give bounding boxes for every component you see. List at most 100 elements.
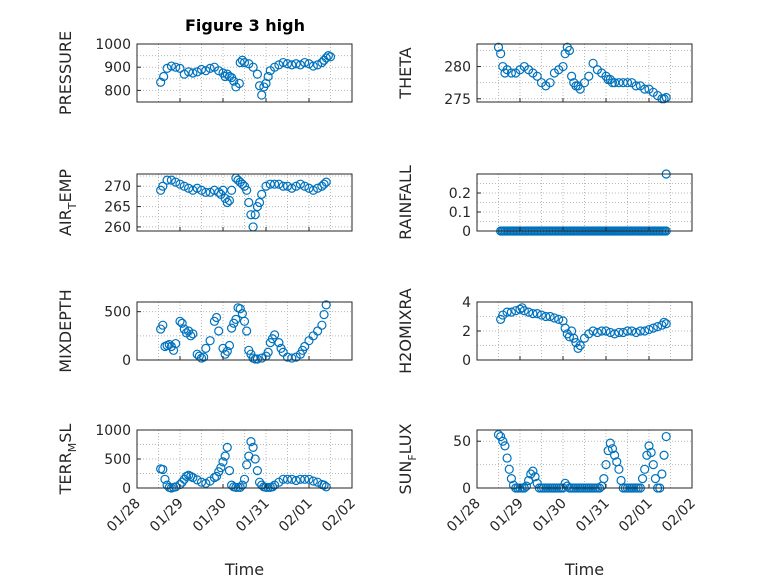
- data-point: [282, 352, 293, 362]
- data-point: [220, 349, 230, 359]
- y-tick-label: 1000: [95, 37, 131, 53]
- data-point: [270, 330, 280, 340]
- data-point: [201, 343, 211, 353]
- data-point: [646, 447, 656, 458]
- data-point: [192, 67, 202, 77]
- data-point: [321, 482, 331, 492]
- data-point: [313, 60, 323, 70]
- data-point: [246, 437, 256, 447]
- data-point: [528, 466, 538, 476]
- data-point: [313, 183, 323, 193]
- data-point: [158, 320, 168, 330]
- x-tick-label: 02/01: [616, 496, 656, 536]
- data-point: [323, 50, 333, 61]
- y-tick-label: 0.1: [449, 205, 471, 221]
- data-point: [609, 329, 620, 339]
- data-point: [575, 84, 585, 94]
- data-point: [287, 183, 297, 193]
- data-point: [237, 480, 247, 490]
- panel-theta: 275 280 THETA: [396, 42, 693, 108]
- data-point: [659, 450, 669, 460]
- data-point: [244, 197, 254, 208]
- data-point: [308, 61, 318, 71]
- data-point: [657, 469, 667, 479]
- data-point: [517, 303, 527, 313]
- data-point: [640, 84, 650, 94]
- data-point: [254, 197, 265, 208]
- data-point: [554, 314, 564, 324]
- data-point: [235, 57, 245, 68]
- data-point: [242, 460, 252, 470]
- data-point: [214, 187, 224, 197]
- data-point: [496, 314, 506, 324]
- data-point: [661, 319, 671, 329]
- data-point: [175, 316, 185, 326]
- data-point: [521, 481, 532, 491]
- data-point: [564, 45, 575, 56]
- axes-box: [136, 301, 353, 361]
- data-point: [263, 71, 273, 82]
- x-tick-label: 01/29: [147, 496, 187, 536]
- data-point: [218, 185, 228, 195]
- data-point: [530, 472, 540, 482]
- data-point: [239, 474, 250, 484]
- data-point: [158, 181, 168, 191]
- data-point: [220, 71, 230, 82]
- data-point: [196, 185, 207, 195]
- data-point: [313, 326, 323, 336]
- x-tick-label: 01/29: [487, 496, 527, 536]
- data-point: [188, 185, 198, 195]
- data-point: [523, 307, 534, 317]
- x-tick-label: 01/31: [573, 496, 613, 536]
- axes-box: [476, 173, 693, 232]
- data-point: [234, 78, 244, 89]
- x-axis-label: Time: [564, 560, 604, 579]
- data-point: [252, 354, 262, 364]
- data-point: [291, 475, 301, 486]
- data-point: [605, 327, 615, 338]
- data-point: [205, 336, 215, 346]
- data-point: [263, 347, 273, 357]
- data-point: [631, 81, 641, 91]
- data-point: [246, 210, 256, 220]
- x-axis-label: Time: [224, 560, 264, 579]
- data-point: [597, 326, 607, 336]
- y-tick-label: 270: [104, 179, 131, 195]
- data-point: [319, 480, 329, 490]
- data-point: [308, 185, 318, 195]
- data-point: [541, 311, 551, 322]
- data-point: [657, 320, 667, 330]
- y-axis-label: RAINFALL: [396, 165, 415, 240]
- y-tick-label: 265: [104, 200, 131, 216]
- data-point: [199, 352, 209, 362]
- data-point: [252, 69, 262, 79]
- data-point: [209, 185, 219, 195]
- data-point: [601, 460, 611, 470]
- data-point: [287, 60, 297, 70]
- data-point: [237, 309, 247, 319]
- y-tick-label: 500: [104, 452, 131, 468]
- data-point: [181, 471, 192, 481]
- data-point: [652, 322, 663, 332]
- data-point: [496, 431, 506, 442]
- data-point: [558, 61, 568, 72]
- data-point: [564, 332, 575, 342]
- data-point: [254, 81, 265, 91]
- data-point: [545, 311, 555, 322]
- data-point: [196, 477, 207, 487]
- data-point: [622, 78, 633, 88]
- data-point: [188, 68, 198, 78]
- panel-rainfall: 0 0.1 0.2 RAINFALL: [396, 165, 693, 240]
- data-point: [224, 466, 235, 476]
- y-axis-label: MIXDEPTH: [56, 289, 75, 372]
- data-point: [493, 42, 504, 52]
- data-point: [566, 71, 577, 81]
- data-point: [304, 474, 314, 484]
- data-point: [506, 68, 516, 78]
- data-point: [528, 309, 538, 319]
- data-point: [222, 442, 232, 452]
- data-point: [229, 76, 239, 86]
- data-point: [319, 309, 329, 320]
- data-point: [287, 353, 297, 363]
- data-point: [201, 66, 211, 76]
